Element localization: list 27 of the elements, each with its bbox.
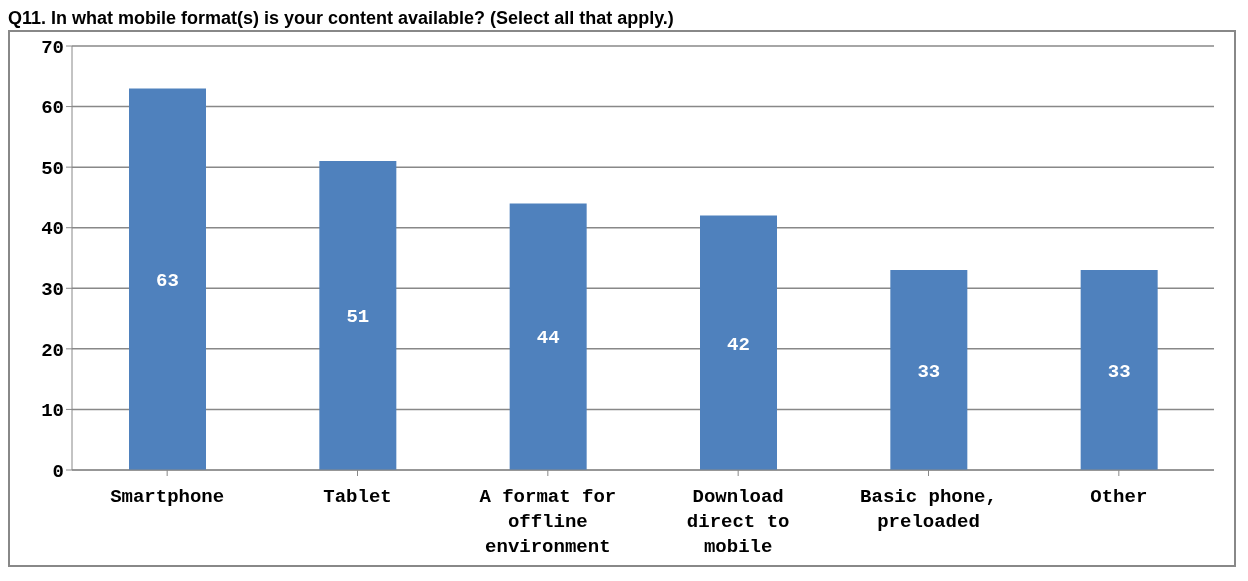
y-tick-label: 60 bbox=[41, 97, 64, 120]
y-tick-label: 70 bbox=[41, 36, 64, 59]
data-label: 42 bbox=[727, 333, 750, 356]
bar bbox=[319, 161, 397, 470]
data-label: 33 bbox=[917, 360, 941, 383]
y-tick-label: 40 bbox=[41, 218, 64, 241]
bar bbox=[700, 215, 777, 470]
y-tick-label: 20 bbox=[41, 339, 64, 362]
x-tick-label: Basic phone, preloaded bbox=[860, 486, 997, 533]
bar bbox=[890, 270, 968, 470]
data-label: 51 bbox=[346, 306, 370, 329]
data-label: 33 bbox=[1107, 360, 1131, 383]
x-tick-label: Download direct to mobile bbox=[686, 486, 790, 558]
bar bbox=[509, 203, 587, 470]
y-tick-label: 50 bbox=[41, 157, 64, 180]
x-tick-label: Smartphone bbox=[110, 486, 225, 508]
y-tick-label: 10 bbox=[41, 400, 64, 423]
chart-title: Q11. In what mobile format(s) is your content available? (Select all that apply.) bbox=[8, 8, 675, 30]
data-label: 44 bbox=[536, 327, 560, 350]
x-tick-label: Tablet bbox=[323, 486, 392, 508]
data-label: 63 bbox=[156, 269, 179, 292]
y-tick-label: 0 bbox=[52, 460, 64, 483]
y-tick-label: 30 bbox=[41, 279, 64, 302]
bar bbox=[129, 88, 206, 470]
bar bbox=[1080, 270, 1158, 470]
x-tick-label: A format for offline environment bbox=[479, 486, 617, 558]
x-tick-label: Other bbox=[1090, 486, 1148, 508]
